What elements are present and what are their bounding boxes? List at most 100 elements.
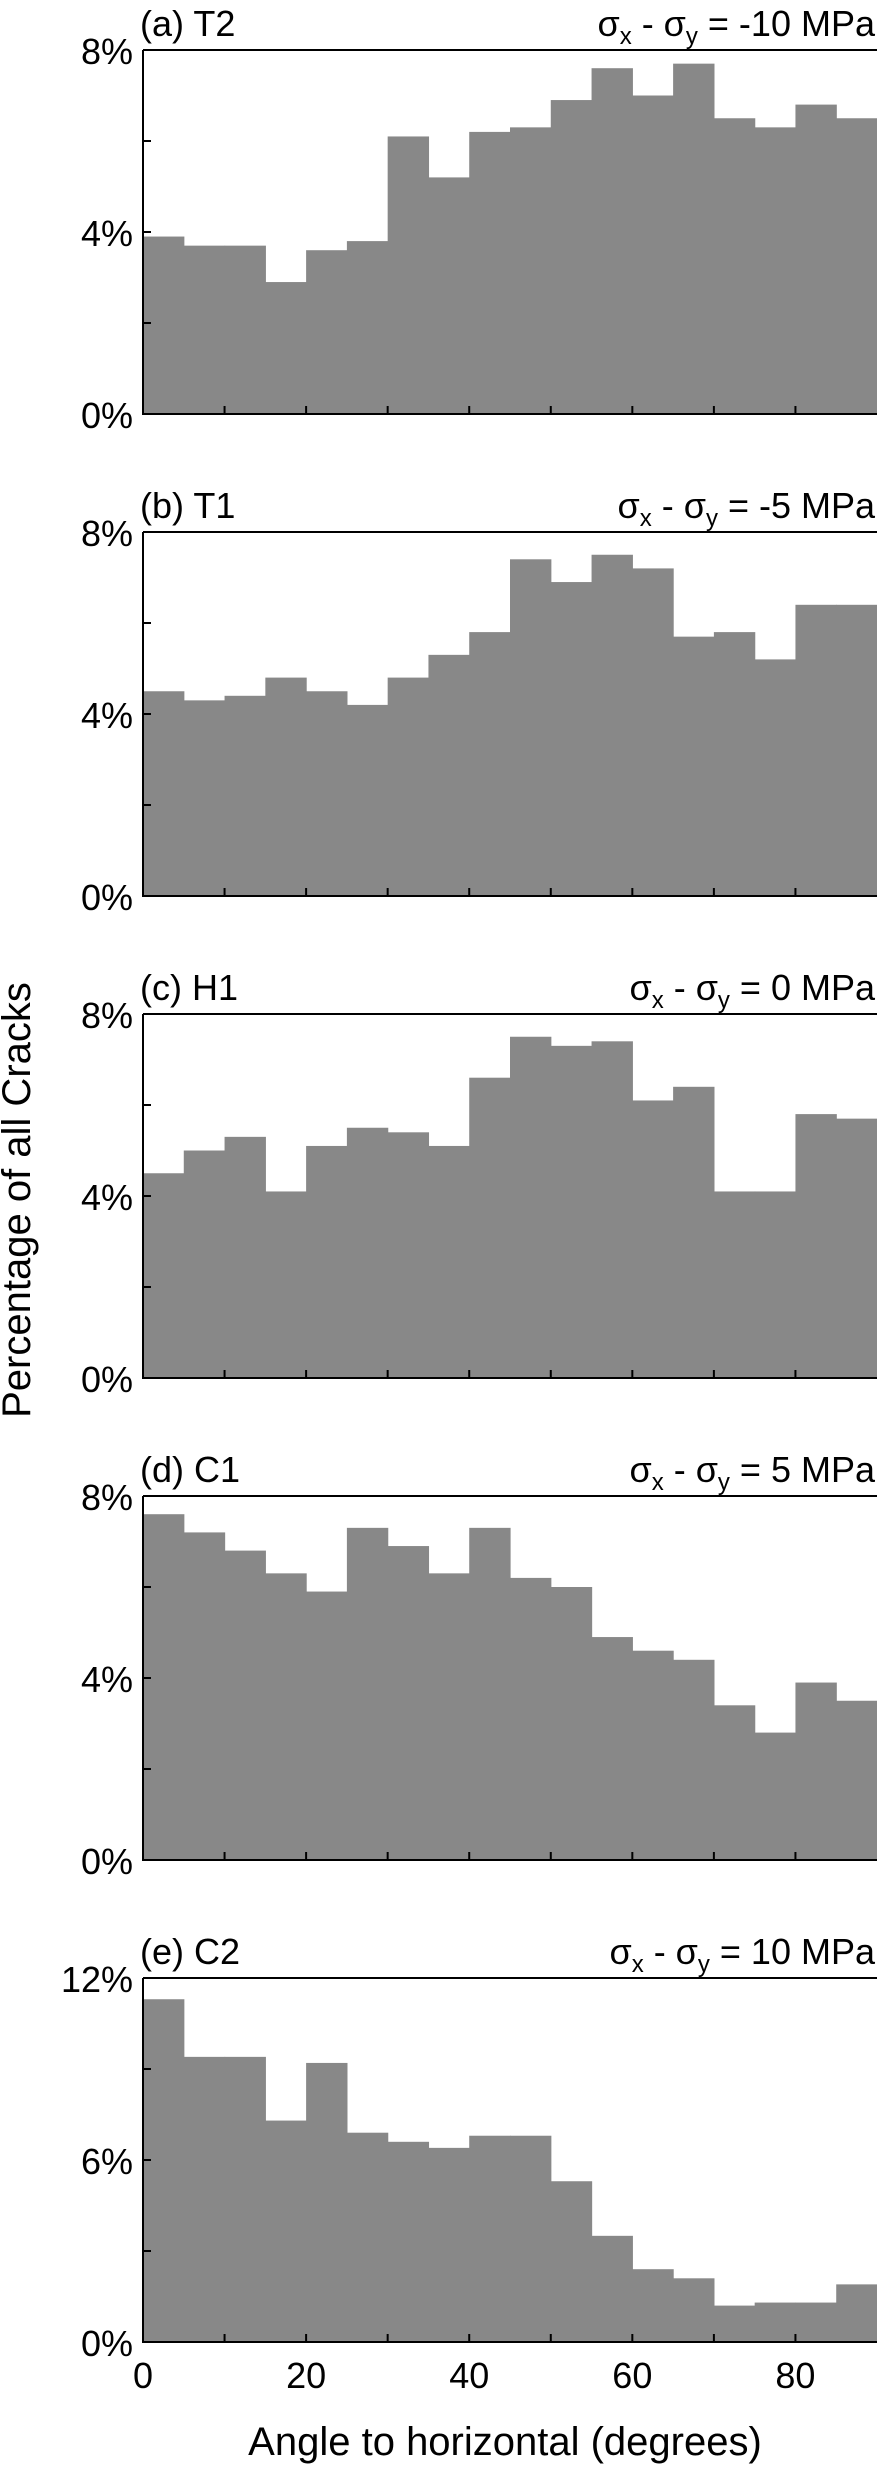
histogram-bar [346,1527,389,1860]
y-tick-label: 8% [81,513,133,554]
histogram-bar [306,1145,348,1378]
histogram-bar [510,1577,552,1860]
figure-y-axis-label: Percentage of all Cracks [0,982,39,1418]
histogram-bar [591,1637,633,1860]
histogram-bar [836,2284,877,2342]
histogram-bar [306,250,348,414]
histogram-bar [673,63,715,415]
y-tick-label: 8% [81,995,133,1036]
y-tick-label: 4% [81,695,133,736]
histogram-bar [469,131,511,414]
histogram-bar [346,2132,389,2342]
stress-difference-label: σx - σy = -5 MPa [618,485,876,532]
histogram-bar [632,1650,674,1860]
panel-4: 0% 4% 8%(d) C1 σx - σy = 5 MPa [81,1449,877,1882]
histogram-bar [836,1700,877,1860]
histogram-bar [306,1591,348,1860]
histogram-bar [143,1514,185,1860]
y-tick-label: 12% [61,1959,133,2000]
y-tick-label: 0% [81,1841,133,1882]
histogram-bar [754,127,797,414]
histogram-bar [428,177,470,414]
histogram-bar [428,1145,470,1378]
histogram-bar [713,1705,756,1860]
histogram-bar [550,1587,593,1860]
histogram-bar [591,554,633,896]
histogram-bar [550,100,593,415]
y-tick-label: 4% [81,1659,133,1700]
histogram-bar [713,632,756,896]
histogram-bar [183,245,226,414]
panel-label: (a) T2 [140,3,235,44]
histogram-bar [387,2141,430,2342]
y-tick-label: 8% [81,1477,133,1518]
y-tick-label: 0% [81,2323,133,2364]
histogram-bar [795,104,837,414]
histogram-bar [306,2062,348,2342]
histogram-bar [510,559,552,896]
histogram-bar [673,1086,715,1378]
histogram-bar [632,2269,674,2342]
histogram-bar [265,677,307,896]
panel-label: (d) C1 [140,1449,240,1490]
histogram-bar [143,1173,185,1378]
histogram-bar [346,704,389,896]
histogram-bar [469,632,511,896]
histogram-bar [795,2302,837,2342]
stress-difference-label: σx - σy = 0 MPa [629,967,875,1014]
histogram-bar [795,604,837,896]
histogram-bar [510,2135,552,2342]
histogram-bar [550,582,593,896]
histogram-bar [224,245,266,414]
histogram-bar [428,2147,470,2342]
histogram-bar [183,1532,226,1860]
histogram-bar [510,1036,552,1378]
histogram-bar [795,1114,837,1378]
y-tick-label: 0% [81,395,133,436]
histogram-bar [713,118,756,414]
histogram-bar [673,1659,715,1860]
histogram-bar [632,95,674,414]
histogram-bar [143,236,185,414]
histogram-bar [428,654,470,896]
stress-difference-label: σx - σy = 10 MPa [609,1931,876,1978]
histogram-bar [836,604,877,896]
histogram-bar [632,568,674,896]
panel-3: 0% 4% 8%(c) H1 σx - σy = 0 MPa [81,967,877,1400]
histogram-bar [754,1191,797,1378]
histogram-bar [224,695,266,896]
histogram-bar [265,1573,307,1860]
histogram-bar [306,691,348,896]
histogram-bar [632,1100,674,1378]
x-tick-label: 80 [775,2355,815,2396]
y-tick-label: 4% [81,213,133,254]
panel-2: 0% 4% 8%(b) T1 σx - σy = -5 MPa [81,485,877,918]
figure-x-axis-label: Angle to horizontal (degrees) [248,2420,762,2464]
histogram-bar [265,282,307,414]
histogram-bar [754,1732,797,1860]
panel-label: (c) H1 [140,967,238,1008]
histogram-bar [346,1127,389,1378]
histogram-bar [754,2302,797,2342]
histogram-bar [550,2181,593,2342]
histogram-bar [265,1191,307,1378]
histogram-bar [265,2120,307,2342]
histogram-bar [469,2135,511,2342]
histogram-bar [387,1546,430,1860]
panel-5: 0% 6% 12%(e) C2 σx - σy = 10 MPa 0 20 40 60 80 [61,1931,877,2396]
histogram-bar [836,118,877,414]
histogram-bar [387,677,430,896]
y-tick-label: 8% [81,31,133,72]
histogram-bar [428,1573,470,1860]
histogram-bar [224,1136,266,1378]
histogram-bar [795,1682,837,1860]
stress-difference-label: σx - σy = -10 MPa [597,3,875,50]
y-tick-label: 6% [81,2141,133,2182]
histogram-bar [143,1999,185,2342]
histogram-bar [387,1132,430,1378]
histogram-bar [713,1191,756,1378]
histogram-bar [469,1077,511,1378]
histogram-bar [224,1550,266,1860]
